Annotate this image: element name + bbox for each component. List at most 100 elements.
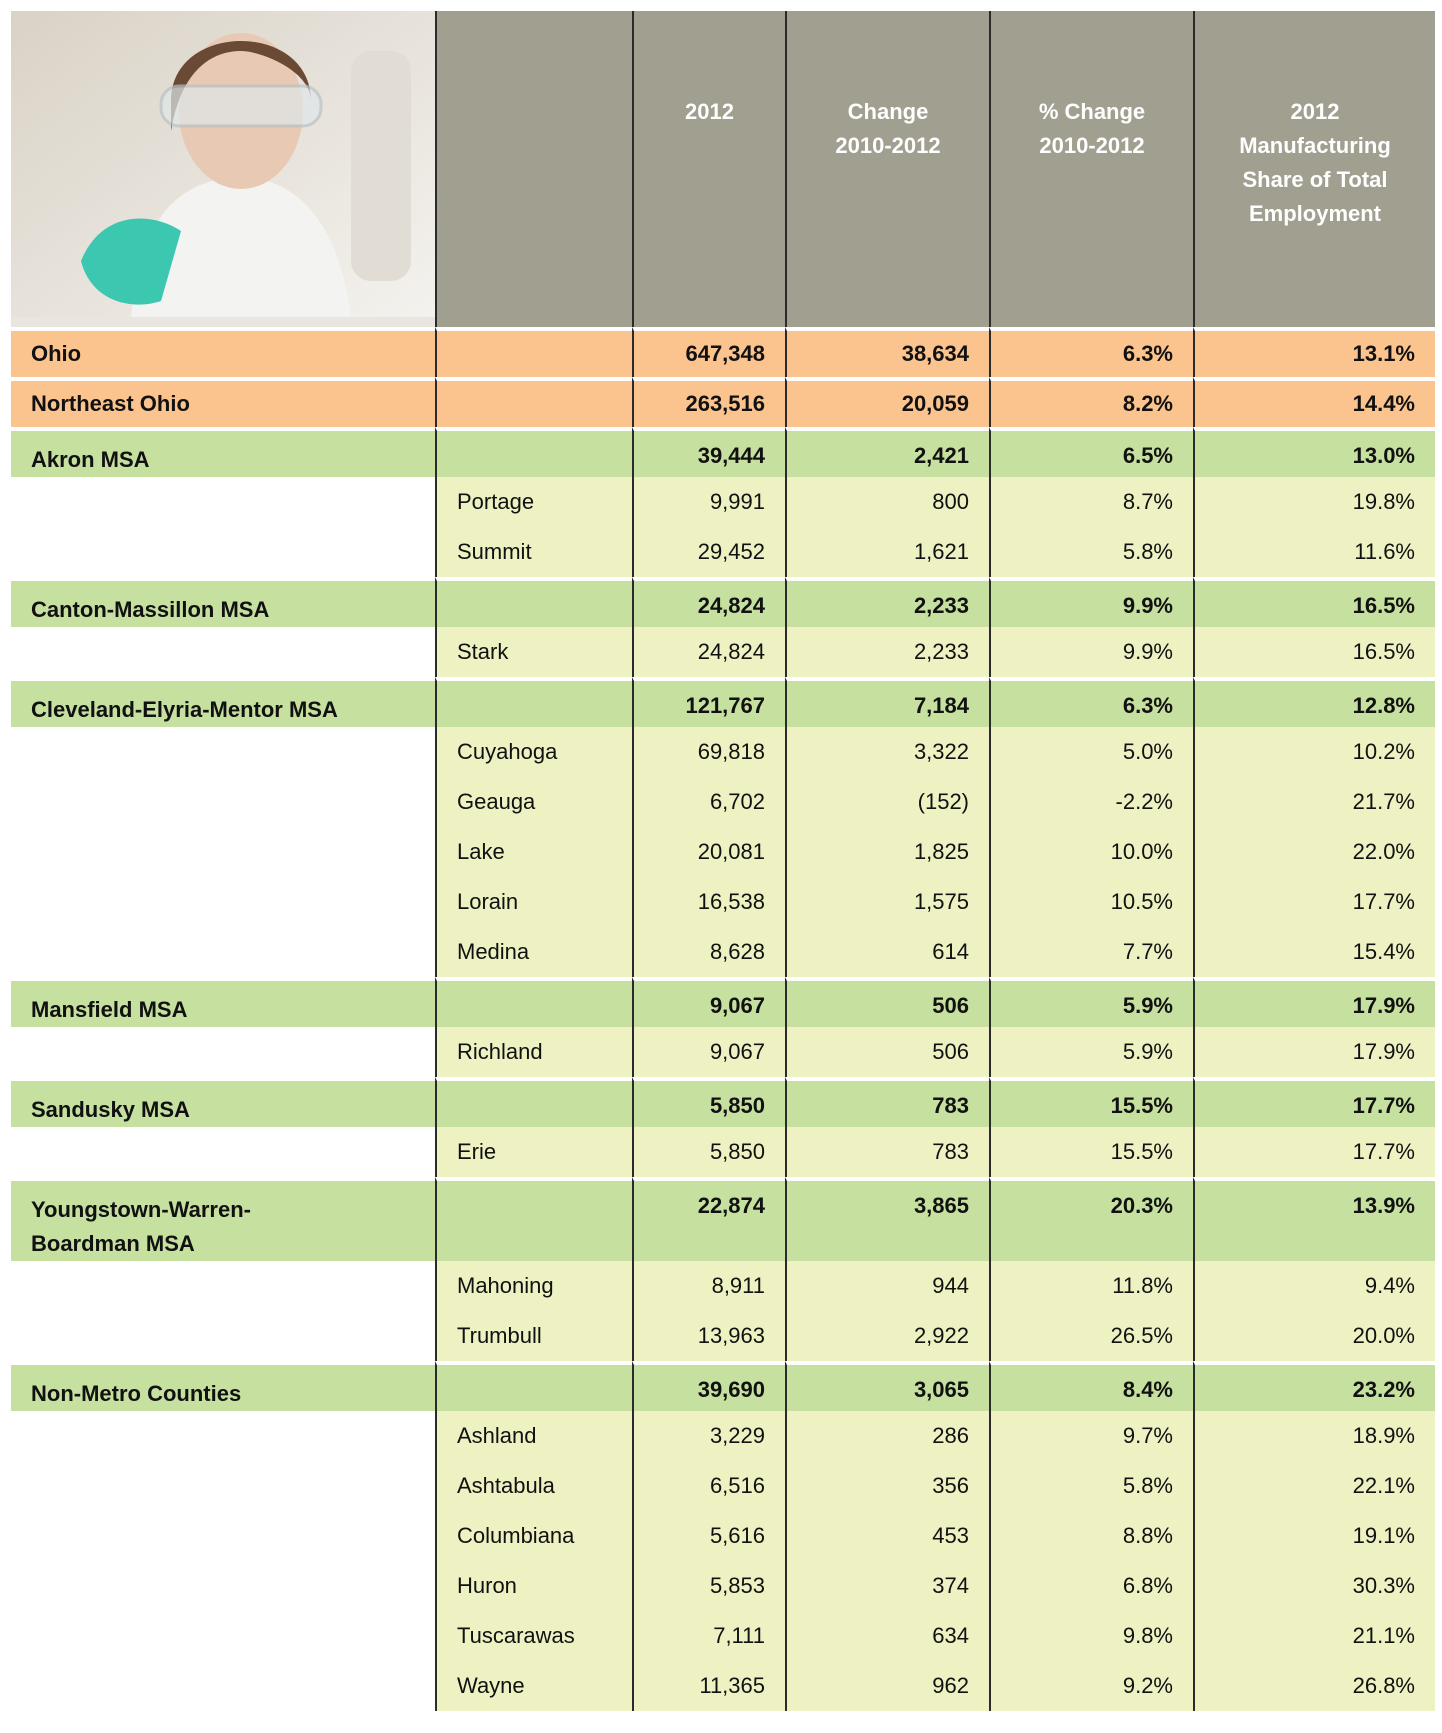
county-name: Lorain [435, 877, 632, 927]
value-cell: 5,616 [632, 1511, 785, 1561]
value-cell: 14.4% [1193, 377, 1435, 427]
blank-cell [11, 927, 435, 977]
blank-cell [435, 1177, 632, 1261]
header-line: 2012 [654, 95, 765, 129]
value-cell: 5,850 [632, 1127, 785, 1177]
value-cell: 10.5% [989, 877, 1193, 927]
value-cell: 8.8% [989, 1511, 1193, 1561]
value-cell: 17.7% [1193, 1077, 1435, 1127]
county-name: Cuyahoga [435, 727, 632, 777]
value-cell: 800 [785, 477, 989, 527]
value-cell: 3,865 [785, 1177, 989, 1261]
value-cell: 20,059 [785, 377, 989, 427]
county-name: Mahoning [435, 1261, 632, 1311]
header-line: Employment [1215, 197, 1415, 231]
value-cell: 6.5% [989, 427, 1193, 477]
county-name: Medina [435, 927, 632, 977]
value-cell: 11.8% [989, 1261, 1193, 1311]
header-line: Share of Total [1215, 163, 1415, 197]
header-line: 2010-2012 [807, 129, 969, 163]
value-cell: 11,365 [632, 1661, 785, 1711]
county-name: Richland [435, 1027, 632, 1077]
blank-cell [11, 1511, 435, 1561]
value-cell: 17.9% [1193, 1027, 1435, 1077]
header-line: 2010-2012 [1011, 129, 1173, 163]
value-cell: 13.9% [1193, 1177, 1435, 1261]
row-label: Canton-Massillon MSA [11, 577, 435, 627]
value-cell: 3,229 [632, 1411, 785, 1461]
value-cell: 5.0% [989, 727, 1193, 777]
blank-cell [11, 1461, 435, 1511]
blank-cell [435, 1361, 632, 1411]
blank-cell [11, 1261, 435, 1311]
county-name: Stark [435, 627, 632, 677]
value-cell: 29,452 [632, 527, 785, 577]
blank-cell [11, 1561, 435, 1611]
value-cell: 2,922 [785, 1311, 989, 1361]
county-name: Trumbull [435, 1311, 632, 1361]
value-cell: 23.2% [1193, 1361, 1435, 1411]
blank-cell [435, 377, 632, 427]
value-cell: 8.2% [989, 377, 1193, 427]
blank-cell [435, 427, 632, 477]
value-cell: 39,444 [632, 427, 785, 477]
value-cell: 5.8% [989, 1461, 1193, 1511]
row-label: Mansfield MSA [11, 977, 435, 1027]
value-cell: 6,702 [632, 777, 785, 827]
value-cell: 26.8% [1193, 1661, 1435, 1711]
header-line: % Change [1011, 95, 1173, 129]
value-cell: 8,911 [632, 1261, 785, 1311]
value-cell: 21.7% [1193, 777, 1435, 827]
value-cell: 22.1% [1193, 1461, 1435, 1511]
value-cell: 9.7% [989, 1411, 1193, 1461]
value-cell: 16.5% [1193, 577, 1435, 627]
value-cell: 1,825 [785, 827, 989, 877]
blank-cell [11, 827, 435, 877]
value-cell: 17.9% [1193, 977, 1435, 1027]
value-cell: 9,991 [632, 477, 785, 527]
value-cell: 647,348 [632, 327, 785, 377]
blank-cell [11, 727, 435, 777]
value-cell: 16.5% [1193, 627, 1435, 677]
blank-cell [11, 1027, 435, 1077]
blank-cell [11, 1411, 435, 1461]
value-cell: 12.8% [1193, 677, 1435, 727]
value-cell: 19.8% [1193, 477, 1435, 527]
value-cell: 9.9% [989, 577, 1193, 627]
value-cell: 13.0% [1193, 427, 1435, 477]
value-cell: 356 [785, 1461, 989, 1511]
county-name: Ashland [435, 1411, 632, 1461]
county-name: Tuscarawas [435, 1611, 632, 1661]
county-name: Columbiana [435, 1511, 632, 1561]
row-label: Ohio [11, 327, 435, 377]
value-cell: 7,184 [785, 677, 989, 727]
row-label: Youngstown-Warren-Boardman MSA [11, 1177, 435, 1261]
value-cell: 2,233 [785, 627, 989, 677]
value-cell: 18.9% [1193, 1411, 1435, 1461]
blank-cell [11, 1661, 435, 1711]
value-cell: 5.9% [989, 1027, 1193, 1077]
value-cell: 30.3% [1193, 1561, 1435, 1611]
value-cell: 1,621 [785, 527, 989, 577]
county-name: Portage [435, 477, 632, 527]
blank-cell [11, 1127, 435, 1177]
